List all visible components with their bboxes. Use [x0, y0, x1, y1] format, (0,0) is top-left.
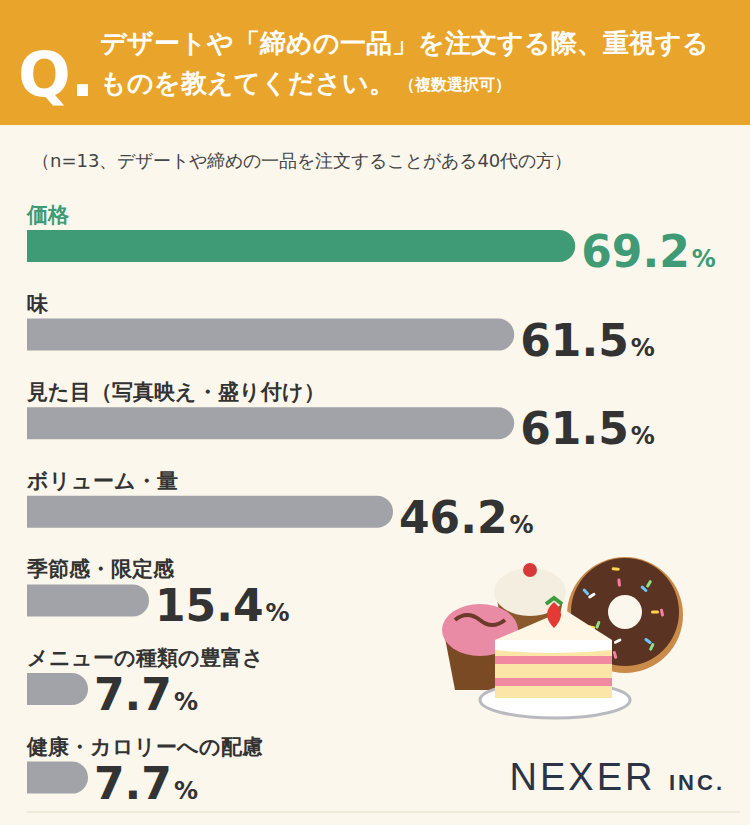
bar: [27, 230, 575, 262]
question-mark: Q.: [18, 38, 94, 111]
value-label: 46.2%: [399, 492, 534, 543]
bar: [27, 673, 88, 705]
value-label: 61.5%: [520, 315, 655, 366]
chart-root: Q.デザートや「締めの一品」を注文する際、重視するものを教えてください。（複数選…: [0, 0, 750, 825]
value-label: 61.5%: [520, 403, 655, 454]
background: [0, 0, 750, 825]
bar: [27, 762, 88, 794]
category-label: 季節感・限定感: [26, 557, 175, 581]
bar: [27, 407, 514, 439]
axis-line: [27, 812, 740, 813]
category-label: 価格: [26, 203, 70, 227]
bar: [27, 496, 393, 528]
category-label: ボリューム・量: [26, 469, 178, 493]
category-label: 見た目（写真映え・盛り付け）: [26, 380, 325, 404]
header-band: [0, 0, 750, 125]
subtitle: （n=13、デザートや締めの一品を注文することがある40代の方）: [32, 150, 572, 171]
labels: 価格 69.2% 味 61.5% 見た目（写真映え・盛り付け） 61.5% ボリューム・量 4…: [26, 203, 716, 809]
value-label: 15.4%: [155, 580, 290, 631]
category-label: メニューの種類の豊富さ: [27, 646, 264, 670]
value-label: 69.2%: [581, 226, 716, 277]
bar: [27, 319, 514, 351]
value-label: 7.7%: [94, 758, 198, 809]
dessert-illustration: [442, 557, 683, 718]
bar: [27, 584, 149, 616]
category-label: 健康・カロリーへの配慮: [26, 735, 263, 759]
chart: Q.デザートや「締めの一品」を注文する際、重視するものを教えてください。（複数選…: [0, 0, 750, 825]
title-note: （複数選択可）: [399, 75, 511, 94]
value-label: 7.7%: [94, 669, 198, 720]
logo: NEXER INC.: [510, 756, 725, 798]
title: デザートや「締めの一品」を注文する際、重視するものを教えてください。: [100, 28, 709, 98]
category-label: 味: [27, 292, 49, 316]
